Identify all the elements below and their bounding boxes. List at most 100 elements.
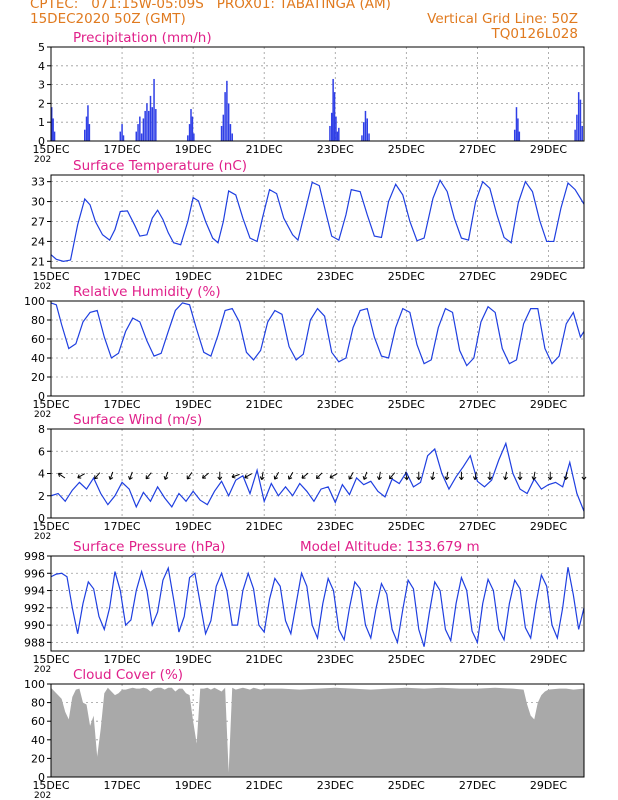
wind-arrow-head xyxy=(301,474,306,479)
y-tick-label: 994 xyxy=(24,585,45,598)
wind-arrow-head xyxy=(444,476,450,481)
panel-annotation: Model Altitude: 133.679 m xyxy=(300,539,480,555)
precip-bar xyxy=(53,131,56,141)
wind-arrow-shaft xyxy=(202,472,209,479)
x-tick-label: 23DEC xyxy=(317,398,354,411)
y-tick-label: 992 xyxy=(24,602,45,615)
precip-bar xyxy=(87,105,89,141)
precip-bar xyxy=(226,80,228,141)
x-tick-label: 25DEC xyxy=(388,270,425,283)
wind-arrow xyxy=(94,472,101,480)
precip-bar xyxy=(146,103,148,141)
wind-arrow xyxy=(362,471,368,480)
x-tick-label: 17DEC xyxy=(104,270,141,283)
y-tick-label: 60 xyxy=(31,333,45,346)
x-tick-label: 21DEC xyxy=(246,520,283,533)
y-tick-label: 30 xyxy=(31,196,45,209)
wind-arrow xyxy=(348,472,354,480)
precip-bar xyxy=(574,129,576,141)
panel-title: Surface Wind (m/s) xyxy=(73,412,202,428)
x-year-label: 202 xyxy=(34,410,51,420)
x-tick-label: 19DEC xyxy=(175,270,212,283)
wind-arrow-head xyxy=(145,475,150,480)
y-tick-label: 80 xyxy=(31,314,45,327)
x-tick-label: 21DEC xyxy=(246,653,283,666)
x-tick-label: 21DEC xyxy=(246,779,283,792)
series-line xyxy=(50,566,585,647)
wind-arrow xyxy=(315,472,323,480)
wind-arrow-shaft xyxy=(164,471,169,480)
precip-bar xyxy=(190,109,192,141)
precip-bar xyxy=(513,129,516,141)
wind-arrow xyxy=(531,471,537,481)
panel-frame xyxy=(50,683,585,778)
y-tick-label: 80 xyxy=(31,697,45,710)
precip-bar xyxy=(88,124,91,141)
wind-arrow-shaft xyxy=(363,471,368,480)
precip-bar xyxy=(144,110,146,141)
wind-arrow-shaft xyxy=(446,471,449,480)
y-tick-label: 6 xyxy=(38,445,45,458)
precip-bar xyxy=(135,131,138,141)
x-tick-label: 19DEC xyxy=(175,520,212,533)
wind-arrow-head xyxy=(315,475,320,480)
header-grid-note: Vertical Grid Line: 50Z xyxy=(427,11,578,27)
precip-bar xyxy=(518,131,521,141)
wind-arrow-head xyxy=(563,476,569,481)
precip-bar xyxy=(515,107,518,141)
wind-arrow-shaft xyxy=(186,472,193,480)
x-tick-label: 15DEC xyxy=(32,270,69,283)
wind-arrow-head xyxy=(389,475,394,480)
wind-arrow-shaft xyxy=(348,472,354,480)
y-tick-label: 40 xyxy=(31,352,45,365)
panel-2: 21 24 27 30 33 15DEC 17DEC 19DEC 21DEC 23DEC 25DEC… xyxy=(31,158,585,292)
x-tick-label: 17DEC xyxy=(104,653,141,666)
y-tick-label: 20 xyxy=(31,371,45,384)
wind-arrow-head xyxy=(108,475,114,480)
wind-arrow-head xyxy=(57,472,62,477)
x-tick-label: 25DEC xyxy=(388,779,425,792)
wind-arrow xyxy=(287,472,294,480)
wind-arrow xyxy=(377,471,382,481)
wind-arrow-head xyxy=(472,476,478,481)
wind-arrow xyxy=(259,471,265,481)
precip-bar xyxy=(151,107,154,141)
panel-frame xyxy=(50,46,585,142)
wind-arrow-head xyxy=(362,475,368,480)
precip-bar xyxy=(188,124,191,141)
wind-arrow xyxy=(186,472,193,480)
precip-bar xyxy=(577,92,580,141)
wind-arrow xyxy=(547,471,553,481)
wind-arrow xyxy=(444,471,450,481)
x-tick-label: 19DEC xyxy=(175,143,212,156)
wind-arrow-shaft xyxy=(504,471,508,480)
x-tick-label: 23DEC xyxy=(317,270,354,283)
wind-arrow-head xyxy=(186,475,191,480)
precip-bar xyxy=(52,118,54,141)
wind-arrow xyxy=(77,473,85,479)
x-tick-label: 29DEC xyxy=(530,653,567,666)
precip-bar xyxy=(147,110,150,141)
wind-arrow-shaft xyxy=(301,472,309,479)
wind-arrow-shaft xyxy=(274,472,280,480)
precip-bar xyxy=(149,95,152,141)
wind-arrow-head xyxy=(128,475,133,480)
wind-arrow-shaft xyxy=(94,472,101,480)
header-date: 15DEC2020 50Z (GMT) xyxy=(30,11,186,27)
x-tick-label: 23DEC xyxy=(317,653,354,666)
x-tick-label: 27DEC xyxy=(459,520,496,533)
x-tick-label: 15DEC xyxy=(32,653,69,666)
wind-arrow xyxy=(517,471,523,481)
precip-bar xyxy=(84,129,86,141)
wind-arrow-head xyxy=(517,476,523,481)
precip-bar xyxy=(137,124,139,141)
wind-arrow-head xyxy=(404,476,410,481)
y-tick-label: 100 xyxy=(24,295,45,308)
wind-arrow-head xyxy=(273,475,279,480)
precip-bar xyxy=(336,131,339,141)
panel-4: 0 2 4 6 8 15DEC 17DEC 19DEC 21DEC 23DEC 25DEC 27DEC… xyxy=(32,412,587,542)
wind-arrow xyxy=(301,472,309,479)
precip-bar xyxy=(362,122,365,141)
wind-arrow-head xyxy=(547,476,553,481)
